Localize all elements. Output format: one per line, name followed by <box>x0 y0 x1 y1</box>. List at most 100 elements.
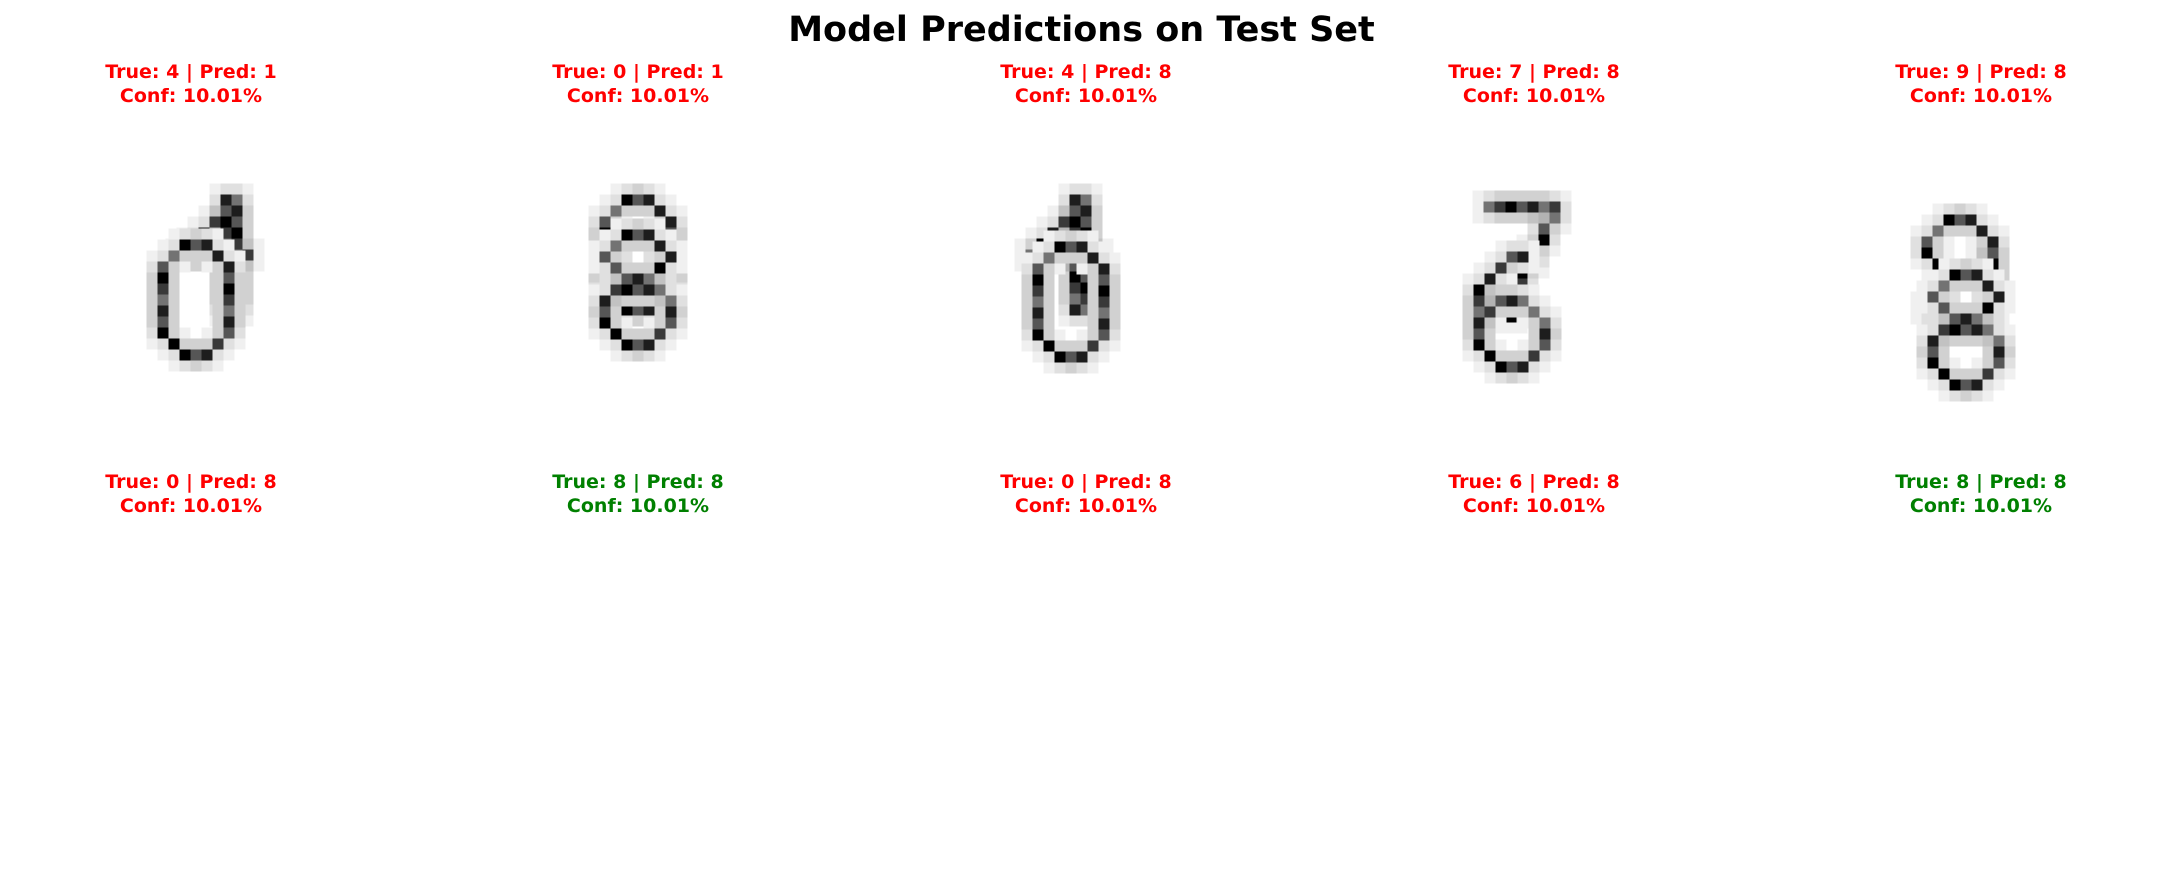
digit-pixel <box>1549 245 1561 257</box>
digit-pixel <box>621 218 633 230</box>
digit-pixel <box>234 338 246 350</box>
digit-pixel <box>146 272 158 284</box>
digit-pixel <box>1943 214 1955 226</box>
panel-confidence-label: Conf: 10.01% <box>1909 495 2053 517</box>
digit-pixel <box>676 306 688 318</box>
digit-pixel <box>1982 335 1994 347</box>
digit-pixel <box>588 251 600 263</box>
digit-pixel <box>1976 236 1988 248</box>
digit-pixel <box>242 238 254 250</box>
panel-title: True: 9 | Pred: 8 Conf: 10.01% <box>1801 60 2161 108</box>
digit-pixel <box>201 338 213 350</box>
digit-pixel <box>234 261 246 273</box>
digit-pixel <box>621 240 633 252</box>
digit-pixel <box>1949 258 1961 270</box>
digit-pixel <box>2004 291 2016 303</box>
digit-pixel <box>1473 361 1485 373</box>
digit-pixel <box>1987 236 1999 248</box>
digit-pixel <box>588 284 600 296</box>
digit-pixel <box>1916 335 1928 347</box>
digit-pixel <box>1065 340 1077 352</box>
digit-pixel <box>1098 274 1110 286</box>
digit-pixel <box>201 250 213 262</box>
digit-pixel <box>201 228 213 240</box>
digit-pixel <box>1495 295 1507 307</box>
digit-pixel <box>1517 240 1529 252</box>
digit-pixel <box>1517 317 1529 329</box>
digit-pixel <box>1098 263 1110 275</box>
prediction-panel: True: 8 | Pred: 8 Conf: 10.01% <box>1801 258 2161 810</box>
digit-pixel <box>1517 262 1529 274</box>
digit-pixel <box>676 251 688 263</box>
digit-pixel <box>1971 269 1983 281</box>
digit-pixel <box>1960 368 1972 380</box>
digit-pixel <box>168 283 180 295</box>
digit-pixel <box>665 339 677 351</box>
digit-pixel <box>1938 269 1950 281</box>
digit-pixel <box>1484 350 1496 362</box>
digit-pixel <box>654 262 666 274</box>
digit-pixel <box>665 251 677 263</box>
digit-pixel <box>1462 339 1474 351</box>
digit-pixel <box>1527 201 1539 213</box>
digit-pixel <box>1916 346 1928 358</box>
panel-title: True: 0 | Pred: 1 Conf: 10.01% <box>458 60 818 108</box>
digit-pixel <box>1484 372 1496 384</box>
digit-pixel <box>1921 214 1933 226</box>
panel-title: True: 0 | Pred: 8 Conf: 10.01% <box>11 470 371 518</box>
digit-pixel <box>1916 302 1928 314</box>
digit-pixel <box>632 194 644 206</box>
digit-pixel <box>253 260 265 272</box>
digit-pixel <box>1065 252 1077 264</box>
digit-pixel <box>1080 271 1092 283</box>
digit-pixel <box>1517 361 1529 373</box>
digit-pixel <box>179 338 191 350</box>
digit-pixel <box>1484 339 1496 351</box>
digit-pixel <box>1043 285 1055 297</box>
digit-pixel <box>242 183 254 195</box>
digit-pixel <box>1109 285 1121 297</box>
digit-pixel <box>1938 302 1950 314</box>
panel-confidence-label: Conf: 10.01% <box>566 85 710 107</box>
digit-pixel <box>1462 328 1474 340</box>
digit-pixel <box>1982 258 1994 270</box>
digit-pixel <box>665 317 677 329</box>
digit-pixel <box>1076 252 1088 264</box>
digit-pixel <box>1527 190 1539 202</box>
digit-pixel <box>1976 247 1988 259</box>
digit-image <box>146 228 246 372</box>
digit-pixel <box>1058 315 1070 327</box>
digit-pixel <box>1517 372 1529 384</box>
digit-pixel <box>253 249 265 261</box>
digit-pixel <box>1021 329 1033 341</box>
digit-pixel <box>676 205 688 217</box>
digit-pixel <box>1560 212 1572 224</box>
digit-pixel <box>1098 340 1110 352</box>
panel-title-label: True: 6 | Pred: 8 <box>1448 471 1620 493</box>
digit-pixel <box>1916 368 1928 380</box>
digit-pixel <box>2004 335 2016 347</box>
digit-pixel <box>1910 291 1922 303</box>
digit-pixel <box>621 194 633 206</box>
digit-pixel <box>632 229 644 241</box>
digit-pixel <box>1960 269 1972 281</box>
digit-pixel <box>168 338 180 350</box>
digit-pixel <box>1517 284 1529 296</box>
digit-pixel <box>1960 390 1972 402</box>
digit-pixel <box>610 328 622 340</box>
digit-pixel <box>1483 212 1495 224</box>
digit-pixel <box>1506 361 1518 373</box>
digit-pixel <box>1993 346 2005 358</box>
digit-pixel <box>654 273 666 285</box>
digit-pixel <box>1976 203 1988 215</box>
digit-pixel <box>1506 284 1518 296</box>
digit-pixel <box>1982 269 1994 281</box>
digit-pixel <box>654 284 666 296</box>
digit-pixel <box>1539 328 1551 340</box>
digit-pixel <box>1528 284 1540 296</box>
digit-pixel <box>234 283 246 295</box>
digit-pixel <box>1528 306 1540 318</box>
digit-pixel <box>1021 296 1033 308</box>
digit-pixel <box>1938 335 1950 347</box>
digit-pixel <box>187 216 199 228</box>
